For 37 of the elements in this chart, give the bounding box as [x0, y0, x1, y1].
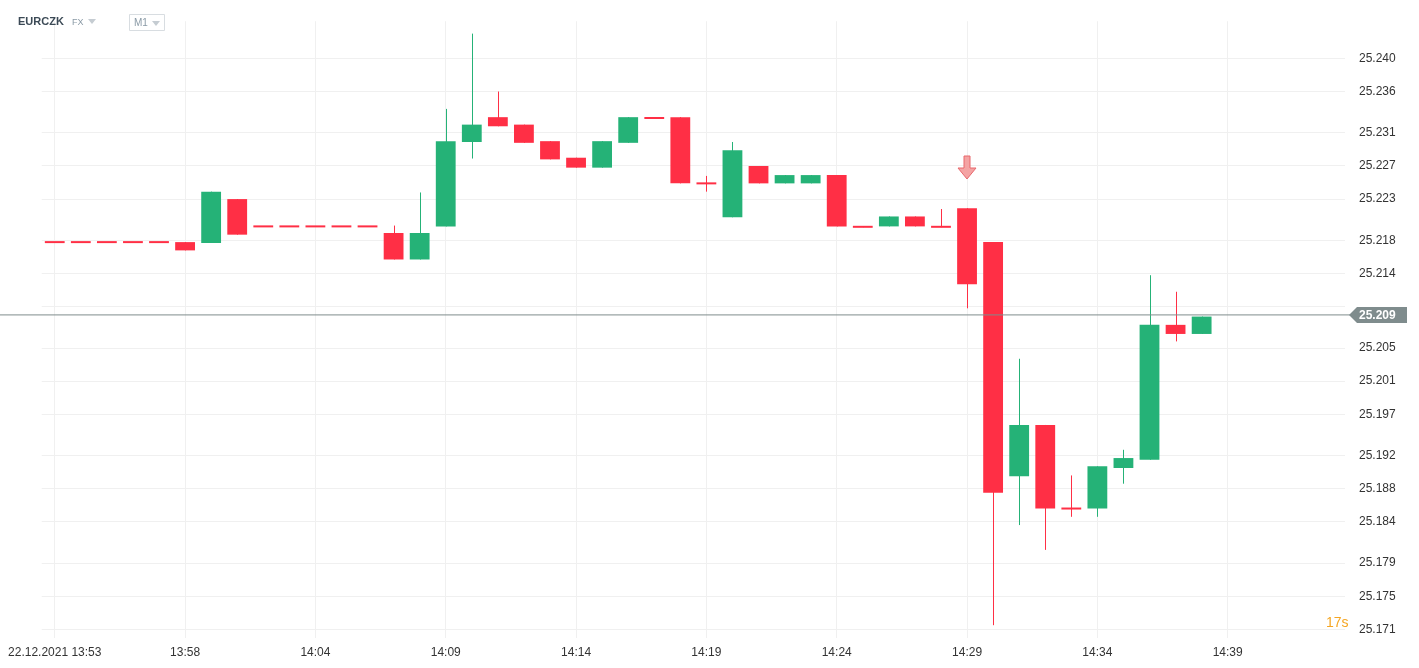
candlestick	[461, 33, 482, 160]
x-tick-label: 14:24	[821, 645, 853, 660]
y-tick-label: 25.175	[1359, 588, 1397, 603]
candlestick	[1165, 291, 1186, 342]
annotation: M1	[134, 16, 149, 28]
candlestick	[1061, 474, 1082, 518]
x-tick-label: 14:04	[300, 645, 331, 660]
y-tick-label: 25.218	[1359, 232, 1397, 247]
y-tick-label: 25.227	[1359, 158, 1397, 173]
y-tick-label: 25.214	[1359, 265, 1397, 280]
x-tick-label: 14:29	[952, 645, 983, 660]
y-tick-label: 25.205	[1359, 340, 1397, 355]
annotation: FX	[72, 17, 84, 28]
y-tick-label: 25.231	[1359, 125, 1397, 140]
x-tick-label: 14:19	[691, 645, 722, 660]
y-tick-label: 25.179	[1359, 555, 1397, 570]
x-tick-label: 22.12.2021 13:53	[8, 645, 102, 660]
ref-line-label: 25.209	[1359, 307, 1397, 322]
chart-title: EURCZK	[18, 15, 64, 28]
candlestick	[931, 208, 951, 228]
y-tick-label: 25.223	[1359, 191, 1397, 206]
y-tick-label: 25.236	[1359, 83, 1397, 98]
candlestick	[1113, 449, 1134, 485]
x-tick-label: 14:39	[1212, 645, 1244, 660]
y-tick-label: 25.171	[1359, 621, 1397, 636]
y-tick-label: 25.192	[1359, 447, 1397, 462]
y-tick-label: 25.188	[1359, 480, 1397, 495]
y-tick-label: 25.197	[1359, 406, 1397, 421]
x-tick-label: 13:58	[170, 645, 201, 660]
y-tick-label: 25.240	[1359, 50, 1397, 65]
y-tick-label: 25.184	[1359, 514, 1397, 529]
x-tick-label: 14:14	[561, 645, 592, 660]
annotation: 17s	[1326, 613, 1349, 630]
y-tick-label: 25.201	[1359, 373, 1397, 388]
x-tick-label: 14:09	[430, 645, 462, 660]
candlestick	[487, 91, 508, 127]
x-tick-label: 14:34	[1082, 645, 1113, 660]
